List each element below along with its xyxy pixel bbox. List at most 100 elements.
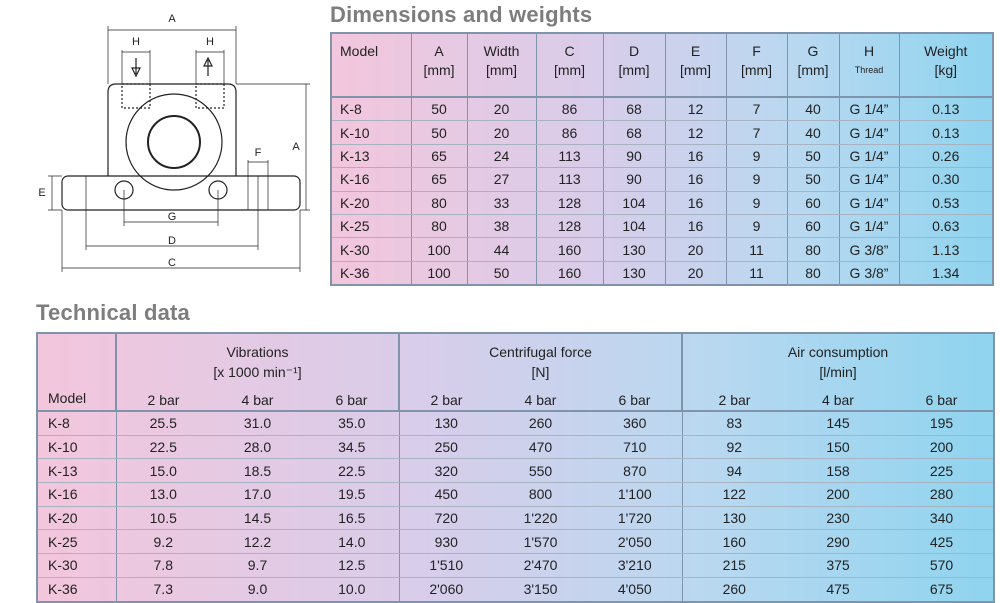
- cell: K-25: [37, 529, 116, 555]
- cell: 80: [786, 237, 839, 262]
- cell: K-13: [37, 458, 116, 484]
- cell: 22.5: [115, 435, 210, 460]
- cell: 92: [681, 435, 786, 460]
- cell: K-13: [330, 144, 411, 169]
- cell: G 3/8”: [838, 237, 899, 262]
- cell: K-25: [330, 214, 411, 239]
- cell: G 1/4”: [838, 191, 899, 215]
- cell: 930: [398, 529, 493, 555]
- cell: 250: [398, 435, 493, 460]
- cell: 130: [681, 506, 786, 531]
- group-unit: [x 1000 min⁻¹]: [213, 364, 302, 380]
- header-name: H: [863, 43, 875, 59]
- cell: 130: [602, 261, 665, 286]
- cell: 450: [398, 482, 493, 507]
- cell: 1.13: [898, 237, 993, 262]
- pressure-header: 4 bar: [493, 386, 588, 412]
- cell: 225: [890, 458, 995, 484]
- cell: 100: [410, 237, 467, 262]
- header-unit: [mm]: [797, 62, 829, 78]
- cell: 9: [725, 191, 787, 215]
- cell: 0.63: [898, 214, 993, 239]
- dim-label: C: [168, 257, 176, 269]
- table-row: K-10 22.5 28.0 34.5 250 470 710 92 150 200: [37, 435, 995, 460]
- header-unit: [mm]: [679, 62, 712, 78]
- cell: 68: [602, 97, 665, 122]
- cell: 14.0: [305, 529, 399, 555]
- cell: 16.5: [305, 506, 399, 531]
- cell: 86: [535, 97, 603, 122]
- dim-label: H: [132, 36, 140, 48]
- cell: 12.2: [210, 529, 305, 555]
- cell: K-36: [330, 261, 411, 286]
- cell: 11: [725, 237, 787, 262]
- column-header: F [mm]: [725, 33, 787, 98]
- header-unit: [mm]: [618, 62, 650, 78]
- cell: 2'060: [398, 577, 493, 603]
- cell: 28.0: [210, 435, 305, 460]
- group-name: Centrifugal force: [489, 344, 592, 360]
- cell: G 1/4”: [838, 167, 899, 192]
- cell: 215: [681, 553, 786, 578]
- cell: 145: [786, 411, 890, 436]
- cell: 90: [602, 167, 665, 192]
- outer-ring: [125, 93, 223, 191]
- cell: 35.0: [305, 411, 399, 436]
- column-header: H Thread: [838, 33, 899, 98]
- cell: 80: [410, 191, 467, 215]
- column-header: A [mm]: [410, 33, 467, 98]
- cell: 7.8: [115, 553, 210, 578]
- cell: 80: [410, 214, 467, 239]
- cell: 65: [410, 144, 467, 169]
- cell: 570: [890, 553, 995, 578]
- cell: 83: [681, 411, 786, 436]
- group-unit: [N]: [531, 364, 550, 380]
- cell: 19.5: [305, 482, 399, 507]
- cell: 50: [410, 97, 467, 122]
- cell: 22.5: [305, 458, 399, 484]
- header-unit: [mm]: [740, 62, 773, 78]
- cell: 16: [664, 214, 726, 239]
- header-text: Model: [48, 390, 87, 406]
- cell: 470: [493, 435, 588, 460]
- cell: 104: [602, 214, 665, 239]
- arrows: [131, 56, 213, 78]
- dimensions-table: Model A [mm] Width [mm] C [mm] D [mm] E [mm] F [mm] G…: [330, 32, 994, 287]
- header-unit: [mm]: [485, 62, 518, 78]
- cell: 128: [535, 191, 603, 215]
- cell: 1'100: [588, 482, 682, 507]
- cell: 38: [466, 214, 536, 239]
- cell: 60: [786, 214, 839, 239]
- table-row: K-20 80 33 128 104 16 9 60 G 1/4” 0.53: [330, 191, 993, 215]
- header-note: Thread: [854, 65, 884, 75]
- column-header: Weight [kg]: [898, 33, 993, 98]
- cell: 870: [588, 458, 682, 484]
- cell: 360: [588, 411, 682, 436]
- cell: 0.30: [898, 167, 993, 192]
- cell: 13.0: [115, 482, 210, 507]
- cell: 160: [535, 237, 603, 262]
- table-row: K-36 100 50 160 130 20 11 80 G 3/8” 1.34: [330, 261, 993, 286]
- cell: 104: [602, 191, 665, 215]
- dim-label: G: [168, 211, 177, 223]
- cell: 11: [725, 261, 787, 286]
- group-name: Air consumption: [787, 344, 889, 360]
- cell: 130: [602, 237, 665, 262]
- header-name: D: [628, 43, 640, 59]
- group-unit: [l/min]: [819, 364, 857, 380]
- cell: 20: [664, 261, 726, 286]
- cell: 100: [410, 261, 467, 286]
- cell: 10.5: [115, 506, 210, 531]
- cell: K-30: [37, 553, 116, 578]
- header-name: A: [434, 43, 444, 59]
- cell: 12: [664, 97, 726, 122]
- cell: 16: [664, 144, 726, 169]
- cell: 475: [786, 577, 890, 603]
- cell: 7: [725, 97, 787, 122]
- cell: 3'210: [588, 553, 682, 578]
- cell: 320: [398, 458, 493, 484]
- cell: 260: [493, 411, 588, 436]
- cell: 27: [466, 167, 536, 192]
- cell: 113: [535, 167, 603, 192]
- column-header: E [mm]: [664, 33, 726, 98]
